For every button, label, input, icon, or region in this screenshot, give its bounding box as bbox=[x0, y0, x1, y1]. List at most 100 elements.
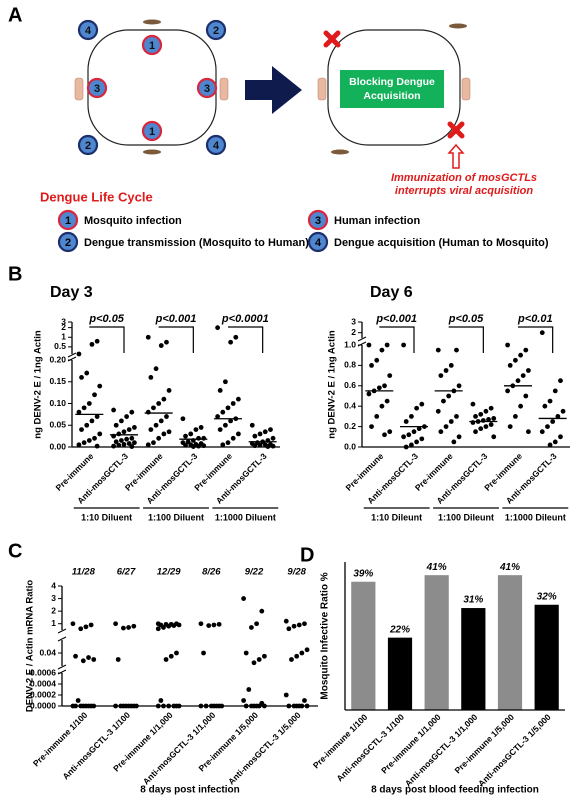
data-point bbox=[438, 373, 444, 378]
y-axis-title: ng DENV-2 E / 1ng Actin bbox=[33, 330, 44, 439]
axis-break bbox=[357, 341, 367, 347]
data-point bbox=[129, 444, 135, 449]
data-point bbox=[555, 414, 561, 419]
data-point bbox=[286, 626, 292, 632]
data-point bbox=[401, 342, 406, 348]
data-point bbox=[299, 650, 305, 656]
data-point bbox=[89, 341, 95, 347]
data-point bbox=[558, 378, 563, 384]
data-point bbox=[419, 436, 425, 442]
data-point bbox=[217, 388, 223, 393]
data-point bbox=[121, 429, 127, 435]
fraction-label: 6/27 bbox=[117, 567, 136, 578]
data-point bbox=[262, 653, 267, 659]
axis-break bbox=[67, 356, 77, 362]
data-point bbox=[473, 414, 478, 419]
data-point bbox=[174, 650, 179, 656]
data-point bbox=[145, 334, 151, 340]
significance-bracket bbox=[89, 326, 125, 353]
data-point bbox=[560, 408, 566, 414]
data-point bbox=[225, 405, 231, 411]
data-point bbox=[223, 422, 228, 428]
data-point bbox=[374, 414, 380, 419]
data-point bbox=[552, 388, 558, 394]
data-point bbox=[414, 439, 419, 445]
data-point bbox=[121, 441, 127, 447]
node-circle bbox=[141, 34, 163, 56]
data-point bbox=[409, 442, 414, 448]
data-point bbox=[483, 408, 489, 414]
y-tick-label: 0.0000 bbox=[30, 700, 56, 710]
bar bbox=[424, 575, 449, 710]
data-point bbox=[201, 435, 207, 441]
x-tick-label: Anti-mosGCTL-3 1/100 bbox=[334, 712, 406, 784]
data-point bbox=[151, 440, 156, 446]
data-point bbox=[241, 596, 247, 601]
data-point bbox=[78, 626, 84, 632]
legend-number: 1 bbox=[65, 215, 71, 227]
data-point bbox=[73, 653, 78, 659]
data-point bbox=[116, 442, 122, 448]
panel-label: D bbox=[300, 544, 314, 566]
node-number: 2 bbox=[213, 25, 219, 37]
data-point bbox=[91, 657, 97, 662]
panel-label: C bbox=[8, 540, 22, 562]
data-point bbox=[80, 703, 86, 709]
data-point bbox=[171, 623, 177, 628]
data-point bbox=[121, 703, 126, 709]
axis-break bbox=[57, 664, 67, 670]
data-point bbox=[92, 392, 97, 398]
group-label: 1:100 Diluent bbox=[148, 512, 204, 522]
data-point bbox=[76, 442, 82, 448]
data-point bbox=[539, 429, 545, 435]
y-tick-label: 3 bbox=[51, 593, 56, 603]
data-point bbox=[86, 655, 91, 660]
data-point bbox=[124, 414, 129, 419]
legend-circle bbox=[307, 209, 329, 231]
data-point bbox=[126, 625, 131, 630]
y-tick-label: 3 bbox=[61, 316, 66, 326]
data-point bbox=[243, 650, 249, 656]
y-tick-label: 0.0002 bbox=[30, 689, 56, 699]
data-point bbox=[454, 414, 459, 419]
chart: 0.0 0.2 0.4 0.6 0.8 1.0 23 ng DENV-2 E / 1ng Ac… bbox=[327, 284, 570, 522]
data-point bbox=[161, 431, 167, 437]
data-point bbox=[403, 419, 409, 424]
data-point bbox=[243, 703, 249, 709]
legend-text: Dengue acquisition (Human to Mosquito) bbox=[334, 237, 549, 249]
y-tick-label: 2 bbox=[51, 605, 56, 615]
data-point bbox=[163, 657, 169, 662]
chart-title: Day 6 bbox=[370, 284, 413, 301]
data-point bbox=[507, 363, 513, 368]
data-point bbox=[443, 424, 449, 429]
data-point bbox=[164, 414, 169, 419]
data-point bbox=[131, 703, 137, 709]
data-point bbox=[401, 434, 406, 440]
data-point bbox=[256, 703, 262, 709]
y-tick-label: 4 bbox=[51, 580, 56, 590]
data-point bbox=[164, 339, 169, 345]
data-point bbox=[438, 429, 444, 435]
data-point bbox=[230, 401, 236, 406]
data-point bbox=[419, 401, 425, 407]
data-point bbox=[193, 427, 199, 432]
legend-text: Human infection bbox=[334, 215, 420, 227]
data-point bbox=[547, 398, 553, 404]
block-text: Acquisition bbox=[363, 90, 420, 102]
data-point bbox=[115, 657, 121, 662]
data-point bbox=[486, 417, 491, 422]
y-axis-title: Mosquito Infective Ratio % bbox=[320, 572, 331, 699]
data-point bbox=[220, 442, 226, 448]
value-label: 39% bbox=[353, 568, 373, 579]
legend-number: 3 bbox=[315, 215, 321, 227]
data-point bbox=[86, 703, 91, 709]
p-value: p<0.05 bbox=[448, 313, 484, 325]
data-point bbox=[196, 435, 201, 441]
data-point bbox=[268, 427, 273, 432]
data-point bbox=[86, 438, 92, 443]
data-point bbox=[161, 625, 166, 630]
data-point bbox=[286, 703, 292, 709]
data-point bbox=[414, 405, 419, 411]
